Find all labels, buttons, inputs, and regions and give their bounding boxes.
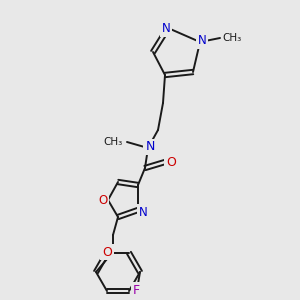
Text: O: O xyxy=(102,245,112,259)
Text: O: O xyxy=(98,194,108,206)
Text: N: N xyxy=(145,140,155,154)
Text: CH₃: CH₃ xyxy=(222,33,242,43)
Text: N: N xyxy=(198,34,206,47)
Text: N: N xyxy=(139,206,147,218)
Text: N: N xyxy=(162,22,170,35)
Text: O: O xyxy=(166,155,176,169)
Text: F: F xyxy=(132,284,140,296)
Text: CH₃: CH₃ xyxy=(103,137,123,147)
